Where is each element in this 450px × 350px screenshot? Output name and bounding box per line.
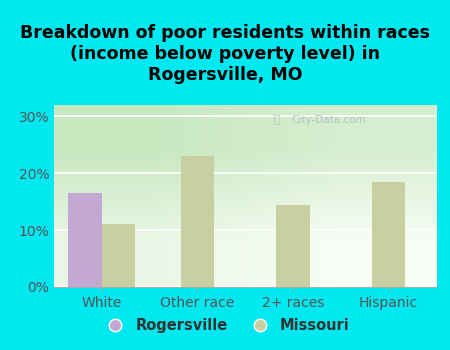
Bar [372, 182, 405, 287]
Text: ⓘ: ⓘ [274, 115, 280, 125]
Bar [276, 204, 310, 287]
Legend: Rogersville, Missouri: Rogersville, Missouri [94, 313, 356, 339]
Bar [102, 224, 135, 287]
Bar [181, 156, 214, 287]
Bar [68, 193, 102, 287]
Text: City-Data.com: City-Data.com [291, 115, 366, 125]
Text: Breakdown of poor residents within races
(income below poverty level) in
Rogersv: Breakdown of poor residents within races… [20, 25, 430, 84]
